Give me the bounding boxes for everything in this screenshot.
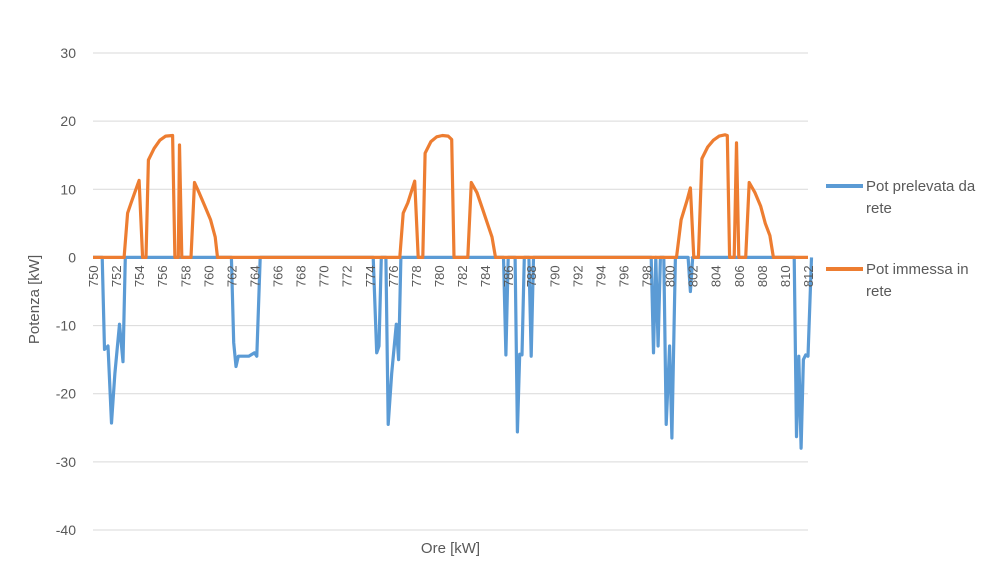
y-axis-title: Potenza [kW] (26, 255, 43, 344)
y-tick-label: -40 (56, 522, 76, 538)
x-tick-label: 780 (432, 265, 447, 287)
x-tick-label: 754 (132, 265, 147, 287)
y-tick-label: 30 (60, 45, 76, 61)
x-tick-label: 808 (755, 265, 770, 287)
x-tick-label: 786 (501, 265, 516, 287)
x-tick-label: 810 (778, 265, 793, 287)
y-tick-label: 0 (68, 249, 76, 265)
x-tick-label: 800 (663, 265, 678, 287)
x-tick-label: 802 (686, 265, 701, 287)
x-tick-label: 770 (317, 265, 332, 287)
y-tick-label: 10 (60, 181, 76, 197)
x-tick-label: 776 (386, 265, 401, 287)
x-tick-label: 812 (801, 265, 816, 287)
x-tick-label: 804 (709, 265, 724, 287)
y-tick-label: 20 (60, 113, 76, 129)
x-tick-label: 798 (640, 265, 655, 287)
y-tick-label: -10 (56, 318, 76, 334)
x-axis-title: Ore [kW] (421, 540, 480, 557)
legend-label-1: Pot prelevata da rete (866, 178, 976, 217)
legend-label-2: Pot immessa in rete (866, 261, 969, 300)
x-tick-label: 788 (524, 265, 539, 287)
y-axis-ticks: -40 -30 -20 -10 0 10 20 30 (56, 45, 76, 538)
x-tick-label: 784 (478, 265, 493, 287)
x-tick-label: 778 (409, 265, 424, 287)
x-tick-label: 768 (294, 265, 309, 287)
x-tick-label: 752 (109, 265, 124, 287)
x-tick-label: 750 (86, 265, 101, 287)
x-tick-label: 782 (455, 265, 470, 287)
y-tick-label: -30 (56, 454, 76, 470)
x-tick-label: 764 (247, 265, 262, 287)
x-tick-label: 796 (616, 265, 631, 287)
x-tick-label: 760 (201, 265, 216, 287)
x-tick-label: 762 (224, 265, 239, 287)
x-tick-label: 794 (593, 265, 608, 287)
x-tick-label: 790 (547, 265, 562, 287)
series-lines (93, 133, 814, 450)
x-tick-label: 772 (340, 265, 355, 287)
x-tick-label: 756 (155, 265, 170, 287)
legend: Pot prelevata da rete Pot immessa in rete (826, 178, 976, 300)
series-line-2 (93, 133, 808, 259)
x-axis-ticks: 750 752 754 756 758 760 762 764 766 768 770 772 774 7… (86, 265, 816, 287)
x-tick-label: 758 (178, 265, 193, 287)
y-tick-label: -20 (56, 386, 76, 402)
x-tick-label: 792 (570, 265, 585, 287)
x-tick-label: 766 (271, 265, 286, 287)
x-tick-label: 774 (363, 265, 378, 287)
x-tick-label: 806 (732, 265, 747, 287)
